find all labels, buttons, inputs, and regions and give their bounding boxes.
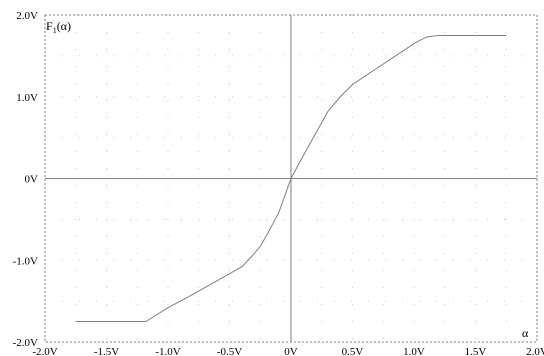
y-tick-label: -2.0V	[13, 337, 38, 349]
x-axis-label: α	[522, 326, 529, 340]
y-axis-label-sub: 1	[53, 26, 57, 35]
x-tick-label: 2.0V	[526, 346, 544, 356]
x-tick-label: -0.5V	[217, 346, 242, 356]
y-tick-label: -1.0V	[13, 255, 38, 267]
series	[75, 34, 507, 323]
x-tick-label: 1.0V	[403, 346, 425, 356]
y-tick-label: 0V	[25, 174, 39, 186]
tick-labels: -2.0V -1.5V -1.0V -0.5V 0V 0.5V 1.0V 1.5V 2.0V -2…	[13, 10, 544, 356]
x-tick-label: 0V	[284, 346, 298, 356]
series-line	[75, 34, 507, 323]
y-axis-label: F1(α)	[46, 19, 71, 35]
x-tick-label: -2.0V	[32, 346, 57, 356]
x-tick-label: 1.5V	[465, 346, 487, 356]
x-tick-label: -1.0V	[155, 346, 180, 356]
y-tick-label: 1.0V	[16, 92, 38, 104]
y-axis-label-arg: (α)	[57, 19, 71, 33]
x-tick-label: 0.5V	[342, 346, 364, 356]
y-axis-label-main: F	[46, 19, 53, 33]
y-tick-label: 2.0V	[16, 10, 38, 22]
x-tick-label: -1.5V	[94, 346, 119, 356]
